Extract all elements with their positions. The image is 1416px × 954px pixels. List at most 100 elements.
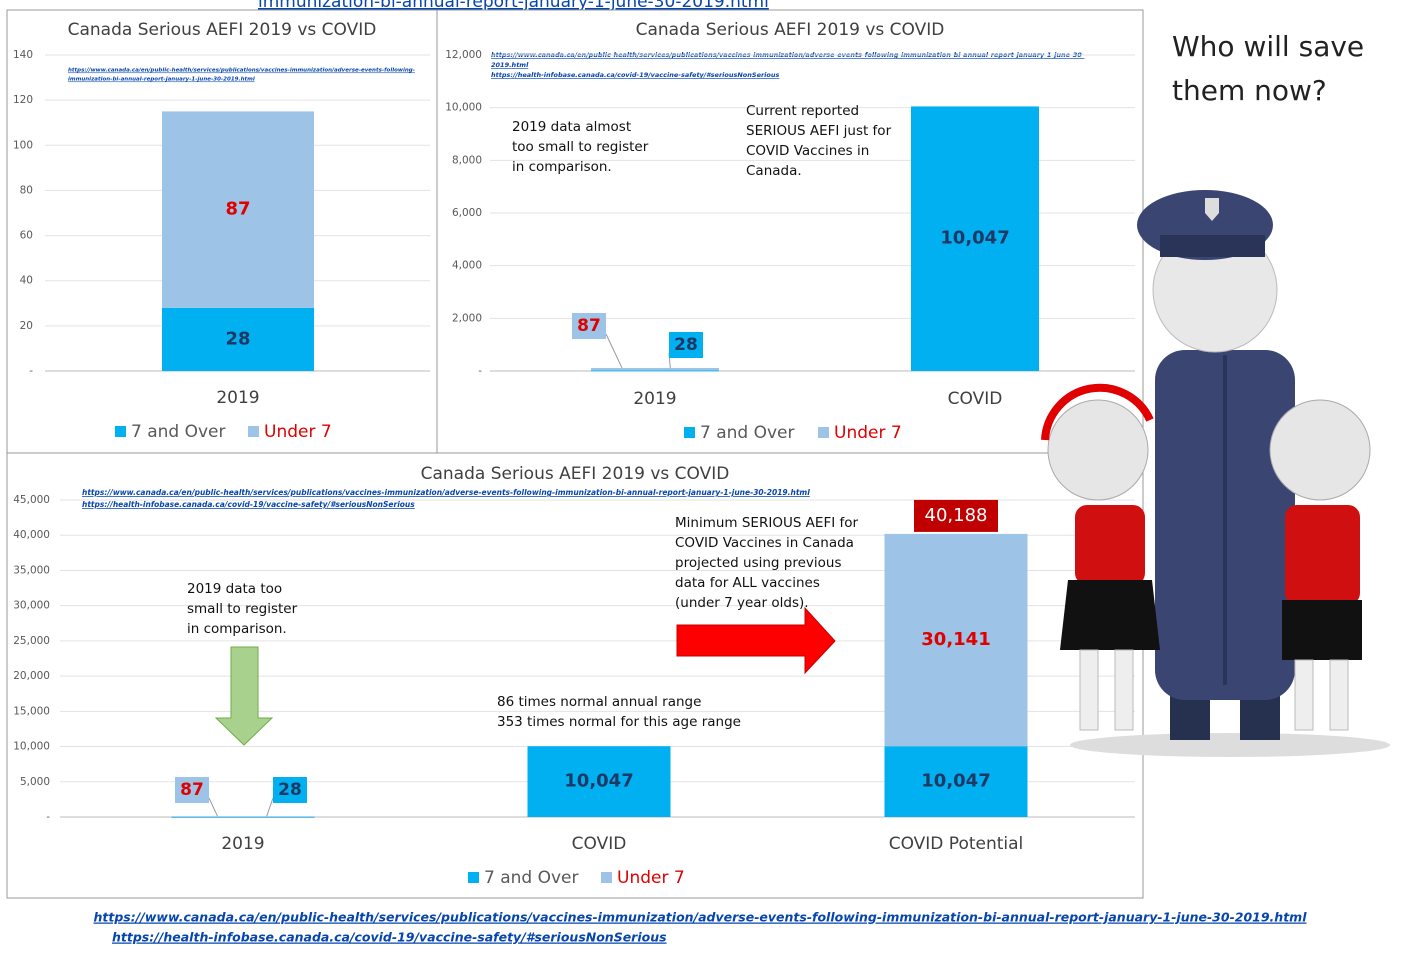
source-link[interactable]: https://www.canada.ca/en/public-health/s… [68,68,415,74]
x-tick-label: COVID [948,389,1003,409]
annotation: data for ALL vaccines [675,575,820,591]
bar [527,746,671,817]
x-tick-label: COVID [572,834,627,854]
annotation: in comparison. [187,621,287,637]
y-tick-label: 60 [20,230,33,242]
y-tick-label: 45,000 [13,494,50,506]
annotation: (under 7 year olds). [675,595,809,611]
x-tick-label: COVID Potential [889,834,1024,854]
chart-title: Canada Serious AEFI 2019 vs COVID [421,464,730,484]
bar [884,533,1028,747]
value-label: 87 [577,316,601,336]
side-text: Who will save [1172,30,1364,63]
y-tick-label: 40,000 [13,529,50,541]
legend-label: Under 7 [834,423,902,443]
y-tick-label: 6,000 [452,207,482,219]
source-link[interactable]: immunization-bi-annual-report-january-1-… [68,77,255,83]
legend-label: Under 7 [264,422,332,442]
y-tick-label: - [478,365,482,377]
footer-link[interactable]: https://www.canada.ca/en/public-health/s… [94,910,1308,925]
annotation: small to register [187,601,298,617]
legend-swatch [684,427,695,438]
value-label: 10,047 [921,771,990,792]
y-tick-label: 10,000 [13,741,50,753]
y-tick-label: 140 [13,49,33,61]
value-label: 10,047 [940,228,1009,249]
bar [884,746,1028,817]
header-link[interactable]: immunization-bi-annual-report-january-1-… [258,0,769,12]
chart-title: Canada Serious AEFI 2019 vs COVID [68,20,377,40]
y-tick-label: 15,000 [13,705,50,717]
annotation: Minimum SERIOUS AEFI for [675,515,858,531]
source-link[interactable]: https://health-infobase.canada.ca/covid-… [491,71,780,79]
value-label: 10,047 [564,771,633,792]
legend-label: 7 and Over [700,423,795,443]
y-tick-label: 12,000 [445,49,482,61]
leader-line [266,797,274,817]
leader-line [605,333,623,369]
y-tick-label: 30,000 [13,600,50,612]
callout-box [273,777,307,803]
annotation: 2019 data almost [512,119,631,135]
chart-title: Canada Serious AEFI 2019 vs COVID [636,20,945,40]
source-link[interactable]: https://health-infobase.canada.ca/covid-… [82,500,415,509]
total-box [914,499,998,532]
y-tick-label: 120 [13,94,33,106]
bar [162,111,314,308]
bar [911,106,1039,371]
legend-swatch [115,426,126,437]
side-text: them now? [1172,74,1327,107]
bar [162,307,314,371]
y-tick-label: 80 [20,184,33,196]
annotation: too small to register [512,139,649,155]
annotation: in comparison. [512,159,612,175]
y-tick-label: - [29,365,33,377]
annotation: 353 times normal for this age range [497,714,741,730]
x-tick-label: 2019 [221,834,264,854]
legend-swatch [818,427,829,438]
annotation: 86 times normal annual range [497,694,701,710]
value-label: 28 [674,335,698,355]
source-link[interactable]: https://www.canada.ca/en/public-health/s… [82,488,810,497]
total-label: 40,188 [925,505,988,526]
y-tick-label: 40 [20,275,33,287]
source-link[interactable]: 2019.html [491,61,529,69]
y-tick-label: - [46,811,50,823]
annotation: 2019 data too [187,581,282,597]
legend-swatch [468,872,479,883]
y-tick-label: 8,000 [452,154,482,166]
bar [591,370,719,372]
annotation: SERIOUS AEFI just for [746,123,892,139]
annotation: Current reported [746,103,859,119]
callout-box [175,777,209,803]
y-tick-label: 20,000 [13,670,50,682]
y-tick-label: 2,000 [452,312,482,324]
annotation: projected using previous [675,555,842,571]
bar [171,816,315,818]
leader-line [208,797,218,817]
callout-box [669,332,703,358]
legend-label: 7 and Over [484,868,579,888]
y-tick-label: 5,000 [20,776,50,788]
down-arrow [214,646,274,746]
value-label: 28 [278,780,302,800]
footer-link[interactable]: https://health-infobase.canada.ca/covid-… [112,930,667,945]
y-tick-label: 35,000 [13,564,50,576]
bar [171,816,315,818]
value-label: 87 [225,199,250,220]
value-label: 30,141 [921,629,990,650]
right-arrow [676,606,836,675]
bar [591,367,719,371]
y-tick-label: 100 [13,139,33,151]
y-tick-label: 10,000 [445,102,482,114]
legend-swatch [601,872,612,883]
annotation: COVID Vaccines in [746,143,869,159]
x-tick-label: 2019 [633,389,676,409]
legend-swatch [248,426,259,437]
y-tick-label: 4,000 [452,260,482,272]
y-tick-label: 20 [20,320,33,332]
panel [6,452,1144,899]
y-tick-label: 25,000 [13,635,50,647]
